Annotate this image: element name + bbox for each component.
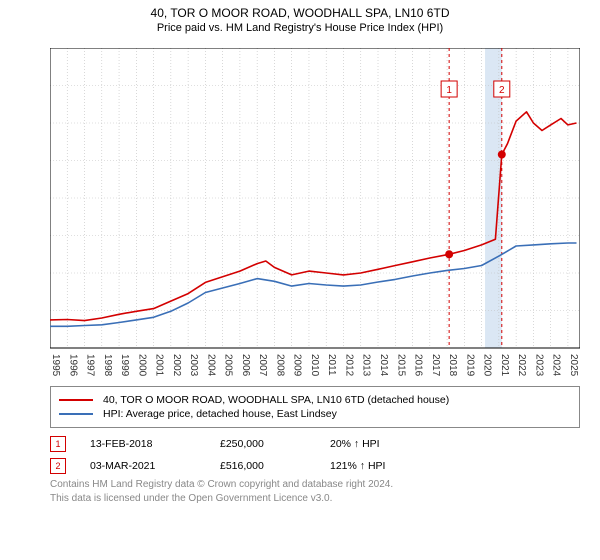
marker-date: 03-MAR-2021 [90,460,220,472]
legend-label: 40, TOR O MOOR ROAD, WOODHALL SPA, LN10 … [103,394,449,406]
marker-price: £250,000 [220,438,330,450]
svg-text:2000: 2000 [136,354,147,377]
svg-text:2005: 2005 [223,354,234,377]
svg-text:2003: 2003 [188,354,199,377]
svg-text:2007: 2007 [257,354,268,377]
marker-row: 1 13-FEB-2018 £250,000 20% ↑ HPI [50,436,580,452]
marker-date: 13-FEB-2018 [90,438,220,450]
footer-line: This data is licensed under the Open Gov… [50,492,580,506]
svg-text:1: 1 [446,85,452,96]
svg-text:2017: 2017 [430,354,441,377]
chart-area: £0£100K£200K£300K£400K£500K£600K£700K£80… [50,48,580,378]
marker-delta: 121% ↑ HPI [330,460,450,472]
svg-text:2025: 2025 [568,354,579,377]
svg-text:2021: 2021 [499,354,510,377]
chart-svg: £0£100K£200K£300K£400K£500K£600K£700K£80… [50,48,580,378]
svg-text:2013: 2013 [361,354,372,377]
svg-text:1996: 1996 [67,354,78,377]
svg-text:2015: 2015 [395,354,406,377]
legend-label: HPI: Average price, detached house, East… [103,408,337,420]
svg-text:2006: 2006 [240,354,251,377]
marker-badge: 1 [50,436,66,452]
legend-swatch [59,399,93,401]
legend-item: 40, TOR O MOOR ROAD, WOODHALL SPA, LN10 … [59,394,571,406]
svg-text:2: 2 [499,85,505,96]
chart-title: 40, TOR O MOOR ROAD, WOODHALL SPA, LN10 … [0,6,600,20]
marker-delta: 20% ↑ HPI [330,438,450,450]
footer: Contains HM Land Registry data © Crown c… [50,478,580,505]
svg-text:2024: 2024 [551,354,562,377]
svg-text:2023: 2023 [533,354,544,377]
svg-text:2019: 2019 [464,354,475,377]
legend-item: HPI: Average price, detached house, East… [59,408,571,420]
svg-text:1995: 1995 [50,354,61,377]
legend-swatch [59,413,93,415]
marker-price: £516,000 [220,460,330,472]
title-block: 40, TOR O MOOR ROAD, WOODHALL SPA, LN10 … [0,0,600,34]
svg-text:2018: 2018 [447,354,458,377]
svg-text:2016: 2016 [413,354,424,377]
legend-box: 40, TOR O MOOR ROAD, WOODHALL SPA, LN10 … [50,386,580,428]
chart-subtitle: Price paid vs. HM Land Registry's House … [0,22,600,34]
marker-table: 1 13-FEB-2018 £250,000 20% ↑ HPI 2 03-MA… [50,430,580,480]
svg-text:2009: 2009 [292,354,303,377]
svg-text:2001: 2001 [154,354,165,377]
svg-text:2002: 2002 [171,354,182,377]
svg-text:2010: 2010 [309,354,320,377]
svg-text:1997: 1997 [85,354,96,377]
svg-text:2004: 2004 [205,354,216,377]
chart-container: 40, TOR O MOOR ROAD, WOODHALL SPA, LN10 … [0,0,600,560]
svg-text:2022: 2022 [516,354,527,377]
svg-text:2011: 2011 [326,354,337,376]
svg-text:2008: 2008 [274,354,285,377]
svg-text:2012: 2012 [343,354,354,377]
svg-text:2014: 2014 [378,354,389,377]
marker-row: 2 03-MAR-2021 £516,000 121% ↑ HPI [50,458,580,474]
marker-badge: 2 [50,458,66,474]
svg-text:1998: 1998 [102,354,113,377]
svg-text:2020: 2020 [482,354,493,377]
footer-line: Contains HM Land Registry data © Crown c… [50,478,580,492]
svg-text:1999: 1999 [119,354,130,377]
